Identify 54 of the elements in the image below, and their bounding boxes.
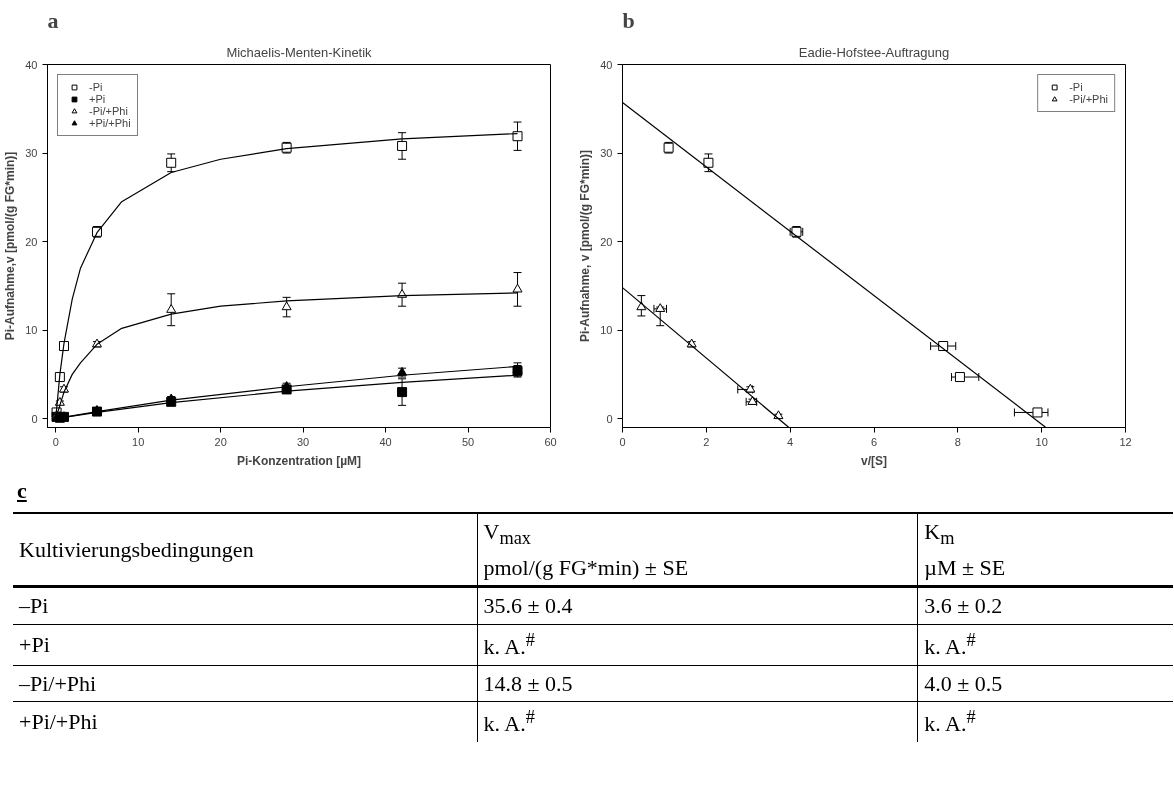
x-tick-label: 20 [214, 435, 227, 448]
y-tick-label: 10 [600, 324, 613, 337]
x-tick-label: 30 [297, 435, 310, 448]
legend-label: -Pi/+Phi [1069, 93, 1108, 105]
text: k. A.$^{#}$ [917, 701, 1173, 742]
y-tick-label: 0 [606, 412, 613, 425]
text: K$_{m}$ µM ± SE [917, 513, 1173, 587]
chart-title: Eadie-Hofstee-Auftragung [798, 44, 950, 60]
text: k. A.$^{#}$ [477, 624, 918, 666]
text: k. A.$^{#}$ [917, 624, 1173, 666]
text: –Pi/+Phi [13, 665, 477, 702]
x-tick-label: 40 [379, 435, 392, 448]
x-tick-label: 60 [544, 435, 557, 448]
text: V$_{max}$ pmol/(g FG*min) ± SE [477, 513, 918, 587]
x-tick-label: 4 [787, 435, 794, 448]
y-axis-title: Pi-Aufnahme,v [pmol/(g FG*min)] [3, 151, 18, 341]
y-tick-label: 40 [25, 58, 38, 71]
x-tick-label: 50 [461, 435, 475, 448]
y-axis-title: Pi-Aufnahme, v [pmol/(g FG*min)] [578, 150, 593, 342]
y-tick-label: 20 [600, 235, 613, 248]
x-tick-label: 12 [1119, 435, 1132, 448]
x-tick-label: 10 [132, 435, 145, 448]
text: 4.0 ± 0.5 [917, 665, 1173, 702]
x-tick-label: 0 [619, 435, 626, 448]
y-tick-label: 20 [25, 235, 38, 248]
text: b [622, 7, 635, 33]
y-tick-label: 0 [31, 412, 38, 425]
x-tick-label: 10 [1035, 435, 1048, 448]
y-tick-label: 30 [600, 147, 613, 160]
text: c [17, 477, 28, 505]
x-tick-label: 0 [52, 435, 59, 448]
legend-label: -Pi/+Phi [89, 105, 128, 117]
x-axis-title: v/[S] [861, 453, 888, 468]
chart-title: Michaelis-Menten-Kinetik [226, 44, 373, 60]
x-tick-label: 8 [954, 435, 961, 448]
x-tick-label: 2 [703, 435, 710, 448]
text: 14.8 ± 0.5 [477, 665, 918, 702]
text: 3.6 ± 0.2 [917, 586, 1173, 625]
legend-label: +Pi [89, 93, 107, 105]
x-tick-label: 6 [870, 435, 878, 448]
text: Kultivierungsbedingungen [13, 513, 477, 587]
legend-label: +Pi/+Phi [89, 117, 131, 129]
text: k. A.$^{#}$ [477, 701, 918, 742]
y-tick-label: 10 [25, 324, 38, 337]
text: +Pi [13, 624, 477, 666]
text: –Pi [13, 586, 477, 625]
text: a [47, 7, 59, 33]
text: +Pi/+Phi [13, 701, 477, 742]
text: 35.6 ± 0.4 [477, 586, 918, 625]
y-tick-label: 30 [25, 147, 38, 160]
x-axis-title: Pi-Konzentration [µM] [236, 453, 362, 468]
y-tick-label: 40 [600, 58, 613, 71]
legend-label: -Pi [89, 81, 104, 93]
legend-label: -Pi [1069, 81, 1084, 93]
